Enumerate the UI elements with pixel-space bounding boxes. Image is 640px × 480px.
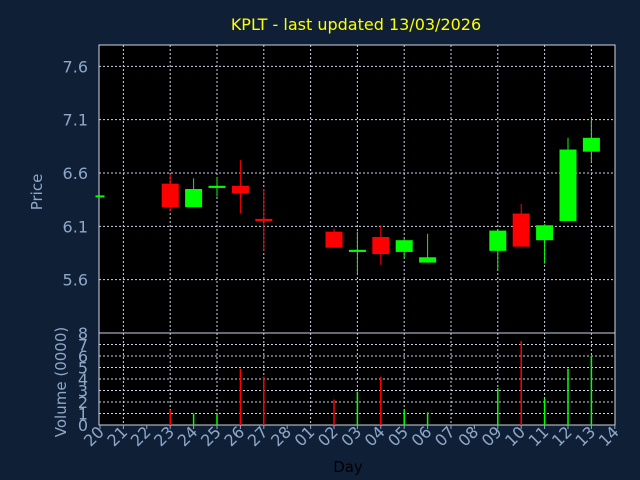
x-axis-label: Day: [333, 458, 363, 476]
candle-body: [372, 237, 390, 255]
candle: [395, 239, 413, 258]
candle-body: [512, 213, 530, 247]
candle-body: [255, 218, 273, 221]
volume-axis-label: Volume (0000): [52, 327, 70, 437]
candle: [559, 137, 577, 221]
candle-body: [559, 149, 577, 221]
candle: [489, 230, 507, 269]
candle: [255, 189, 273, 251]
candle-body: [231, 185, 249, 194]
candle: [372, 225, 390, 265]
price-tick-label: 7.6: [63, 57, 88, 76]
volume-tick-label: 5: [78, 359, 88, 378]
candle: [95, 195, 105, 198]
candle: [512, 203, 530, 247]
candle: [185, 178, 203, 208]
price-tick-label: 6.6: [63, 164, 88, 183]
candle: [582, 119, 600, 163]
candle-body: [582, 137, 600, 152]
candle: [231, 160, 249, 214]
candle: [536, 224, 554, 264]
candle-body: [161, 183, 179, 208]
chart-title: KPLT - last updated 13/03/2026: [231, 15, 481, 34]
volume-tick-label: 4: [78, 370, 88, 389]
candle-body: [185, 189, 203, 208]
volume-tick-label: 6: [78, 347, 88, 366]
price-tick-label: 5.6: [63, 271, 88, 290]
candle-body: [395, 240, 413, 252]
volume-tick-label: 3: [78, 382, 88, 401]
x-axis: 2021222324252627280102030405060708091011…: [80, 422, 623, 450]
volume-tick-label: 1: [78, 405, 88, 424]
candle-body: [325, 231, 343, 248]
candle: [208, 177, 226, 197]
price-axis-label: Price: [28, 174, 46, 211]
candle: [348, 231, 366, 275]
volume-tick-label: 0: [78, 416, 88, 435]
candle: [419, 233, 437, 263]
candle-body: [419, 257, 437, 263]
candle-body: [536, 225, 554, 241]
candle: [161, 174, 179, 212]
candlestick-series: [95, 119, 600, 275]
price-tick-label: 6.1: [63, 217, 88, 236]
volume-tick-label: 2: [78, 393, 88, 412]
price-y-axis: 5.6 6.1 6.6 7.1 7.6: [63, 57, 88, 289]
volume-series: [169, 341, 593, 425]
candle-body: [95, 195, 105, 198]
volume-tick-label: 8: [78, 324, 88, 343]
candle-body: [348, 249, 366, 252]
volume-grid: [99, 332, 615, 426]
candle-body: [208, 185, 226, 188]
candle-body: [489, 230, 507, 251]
price-tick-label: 7.1: [63, 111, 88, 130]
candle: [325, 228, 343, 248]
volume-tick-label: 7: [78, 336, 88, 355]
